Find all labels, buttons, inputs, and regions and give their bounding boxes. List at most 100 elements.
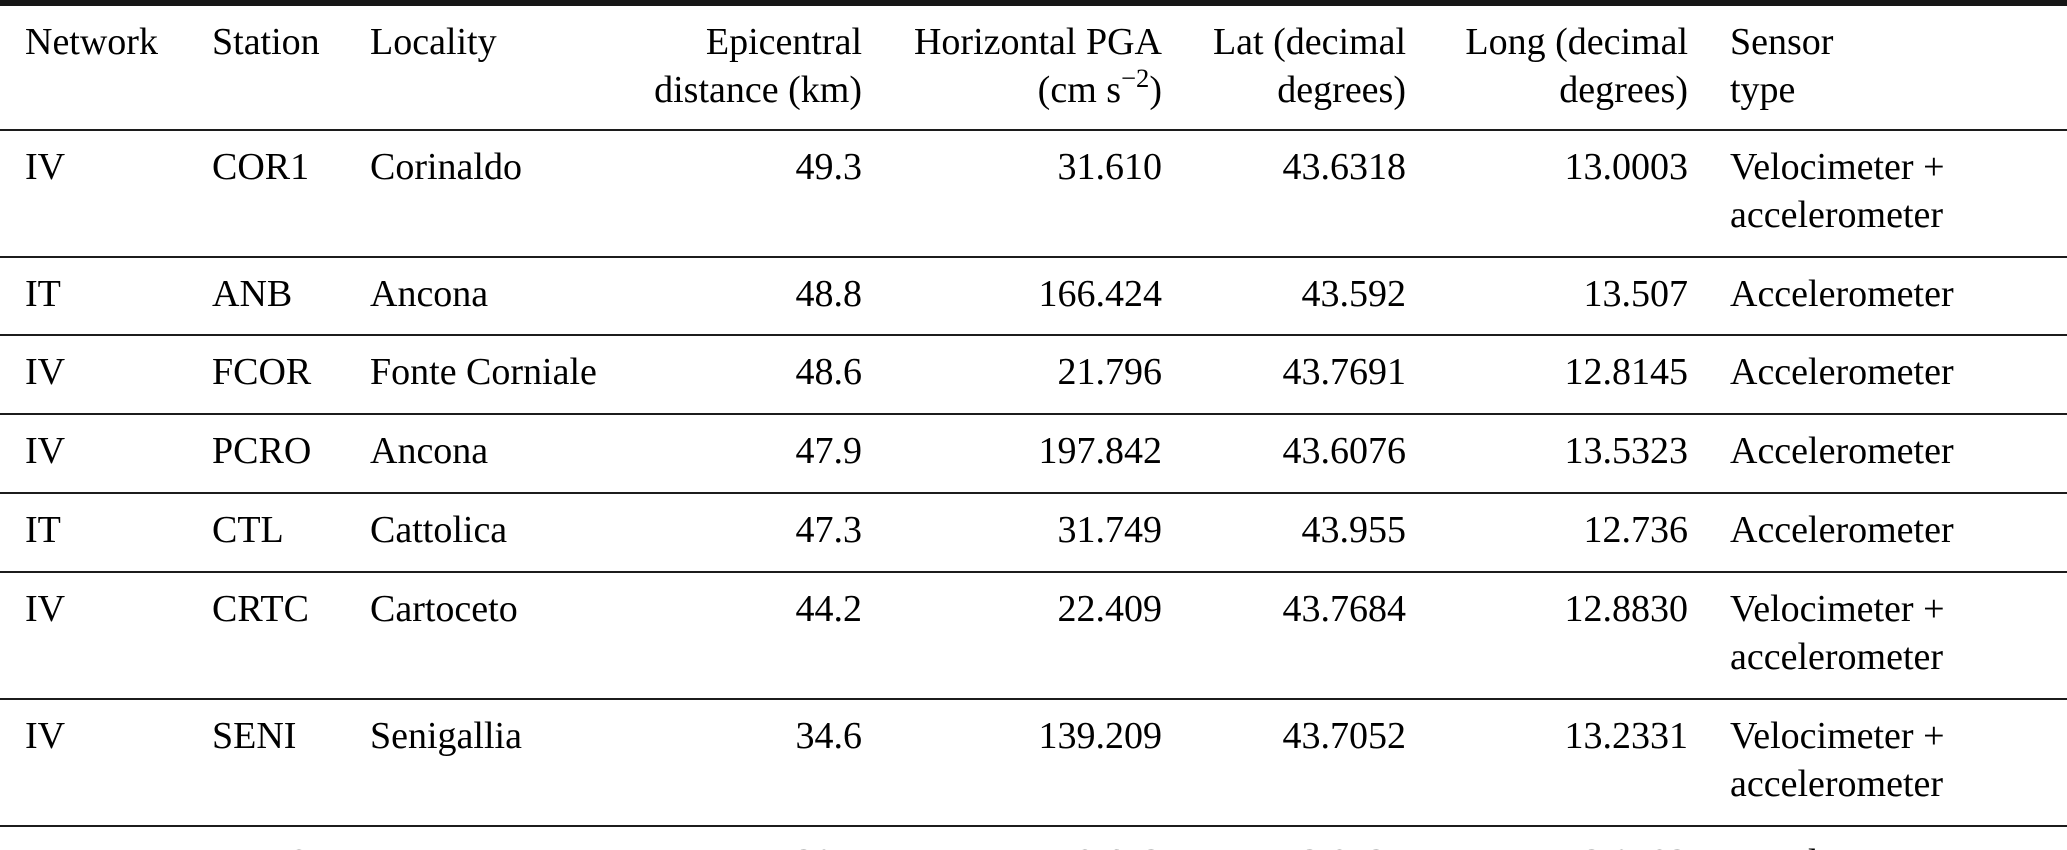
station-row: IV SENI Senigallia 34.6 139.209 43.7052 …	[0, 697, 2067, 826]
cell-long: 12.8830	[1410, 571, 1692, 699]
cell-locality: Fonte Corniale	[345, 334, 640, 415]
col-header-network: Network	[0, 3, 187, 131]
cell-epicentral-distance: 30.5	[640, 824, 866, 850]
col-header-sensor-type: Sensor type	[1692, 3, 2067, 131]
cell-sensor-type: Velocimeter + accelerometer	[1692, 571, 2067, 699]
cell-station: CRTC	[187, 571, 345, 699]
cell-lat: 43.955	[1166, 492, 1410, 572]
cell-sensor-type: Accelerometer	[1692, 413, 2067, 494]
col-header-lat-line2: degrees)	[1277, 68, 1406, 111]
table-body: IV COR1 Corinaldo 49.3 31.610 43.6318 13…	[0, 130, 2067, 850]
pga-unit-prefix: (cm s	[1037, 68, 1122, 111]
station-row: IT CTL Cattolica 47.3 31.749 43.955 12.7…	[0, 492, 2067, 572]
cell-lat: 43.7691	[1166, 334, 1410, 415]
cell-sensor-type: Accelerometer	[1692, 824, 2067, 850]
cell-horizontal-pga: 52.613	[866, 824, 1166, 850]
station-row: IT ANB Ancona 48.8 166.424 43.592 13.507…	[0, 255, 2067, 336]
cell-epicentral-distance: 47.3	[640, 492, 866, 572]
col-header-epicentral-distance: Epicentral distance (km)	[640, 3, 866, 131]
col-header-pga-unit: (cm s−2)	[866, 65, 1162, 115]
cell-horizontal-pga: 22.409	[866, 571, 1166, 699]
cell-locality: Corinaldo	[370, 145, 522, 188]
cell-locality: Ancona	[345, 255, 640, 336]
cell-network: IV	[0, 697, 187, 826]
col-header-epicentral-line2: distance (km)	[654, 68, 862, 111]
col-header-long-line2: degrees)	[1559, 68, 1688, 111]
cell-locality: Cartoceto	[345, 571, 640, 699]
cell-network: IV	[0, 824, 187, 850]
cell-station: ANB	[187, 255, 345, 336]
table-header: Network Station Locality Epicentral dist…	[0, 3, 2067, 131]
col-header-long-line1: Long (decimal	[1465, 21, 1688, 63]
cell-network: IV	[0, 413, 187, 494]
cell-station: FANO	[187, 824, 345, 850]
cell-lat: 43.7684	[1166, 571, 1410, 699]
cell-network: IV	[25, 145, 66, 188]
pga-unit-suffix: )	[1149, 68, 1162, 111]
cell-network: IT	[0, 255, 187, 336]
cell-network: IV	[0, 571, 187, 699]
cell-horizontal-pga: 31.610	[1057, 145, 1163, 188]
cell-horizontal-pga: 197.842	[866, 413, 1166, 494]
cell-lat: 43.6318	[1282, 145, 1407, 188]
cell-horizontal-pga: 166.424	[866, 255, 1166, 336]
cell-locality: Ancona	[345, 413, 640, 494]
pga-unit-exponent: −2	[1121, 63, 1150, 94]
header-row: Network Station Locality Epicentral dist…	[0, 3, 2067, 131]
cell-sensor-type: Accelerometer	[1692, 492, 2067, 572]
station-row: IV CRTC Cartoceto 44.2 22.409 43.7684 12…	[0, 571, 2067, 699]
cell-long: 13.0183	[1410, 824, 1692, 850]
cell-epicentral-distance: 48.6	[640, 334, 866, 415]
cell-station: PCRO	[187, 413, 345, 494]
cell-sensor-type: Velocimeter + accelerometer	[1730, 145, 1945, 236]
cell-long: 12.736	[1410, 492, 1692, 572]
cell-lat: 43.8434	[1166, 824, 1410, 850]
cell-locality: Cattolica	[345, 492, 640, 572]
cell-station: FCOR	[187, 334, 345, 415]
col-header-epicentral-line1: Epicentral	[705, 21, 862, 63]
station-row: IV FANO Fano 30.5 52.613 43.8434 13.0183…	[0, 824, 2067, 850]
col-header-locality-label: Locality	[370, 21, 497, 63]
cell-epicentral-distance: 48.8	[640, 255, 866, 336]
cell-long: 13.5323	[1410, 413, 1692, 494]
cell-station: SENI	[187, 697, 345, 826]
cell-lat: 43.7052	[1166, 697, 1410, 826]
col-header-lat-line1: Lat (decimal	[1212, 21, 1406, 63]
col-header-station-label: Station	[212, 21, 320, 63]
col-header-long: Long (decimal degrees)	[1410, 3, 1692, 131]
col-header-pga-line1: Horizontal PGA	[913, 21, 1162, 63]
cell-lat: 43.592	[1166, 255, 1410, 336]
col-header-sensor-line2: type	[1730, 68, 1796, 111]
cell-horizontal-pga: 21.796	[866, 334, 1166, 415]
col-header-locality: Locality	[345, 3, 640, 131]
cell-network: IV	[0, 334, 187, 415]
station-row: IV PCRO Ancona 47.9 197.842 43.6076 13.5…	[0, 413, 2067, 494]
station-row: IV FCOR Fonte Corniale 48.6 21.796 43.76…	[0, 334, 2067, 415]
cell-locality: Senigallia	[345, 697, 640, 826]
col-header-horizontal-pga: Horizontal PGA (cm s−2)	[866, 3, 1166, 131]
cell-epicentral-distance: 44.2	[640, 571, 866, 699]
cell-horizontal-pga: 31.749	[866, 492, 1166, 572]
cell-epicentral-distance: 34.6	[640, 697, 866, 826]
col-header-sensor-line1: Sensor	[1730, 21, 1834, 63]
cell-epicentral-distance: 49.3	[795, 145, 863, 188]
cell-long: 13.507	[1410, 255, 1692, 336]
cell-horizontal-pga: 139.209	[866, 697, 1166, 826]
cell-sensor-type: Accelerometer	[1692, 255, 2067, 336]
cell-station: CTL	[187, 492, 345, 572]
cell-network: IT	[0, 492, 187, 572]
cell-long: 13.2331	[1410, 697, 1692, 826]
cell-long: 13.0003	[1564, 145, 1689, 188]
cell-locality: Fano	[345, 824, 640, 850]
cell-sensor-type: Accelerometer	[1692, 334, 2067, 415]
cell-lat: 43.6076	[1166, 413, 1410, 494]
station-row: IV COR1 Corinaldo 49.3 31.610 43.6318 13…	[0, 130, 2067, 257]
col-header-station: Station	[187, 3, 345, 131]
cell-station: COR1	[212, 145, 310, 188]
cell-epicentral-distance: 47.9	[640, 413, 866, 494]
col-header-lat: Lat (decimal degrees)	[1166, 3, 1410, 131]
cell-long: 12.8145	[1410, 334, 1692, 415]
col-header-network-label: Network	[25, 21, 158, 63]
